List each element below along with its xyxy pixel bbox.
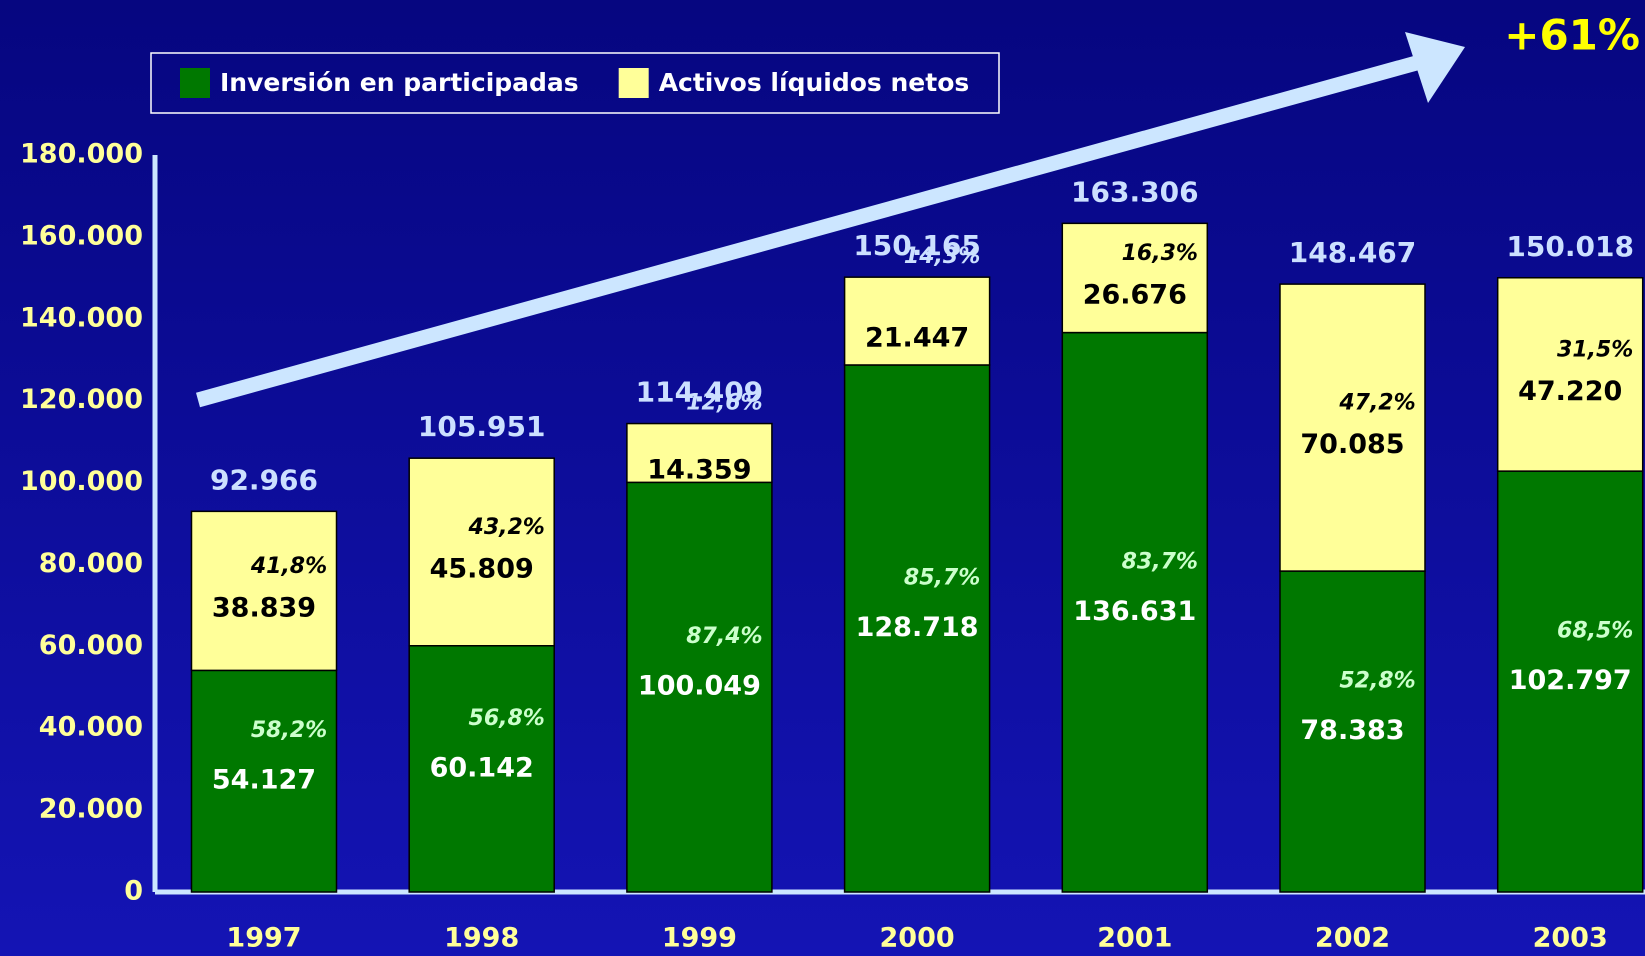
value-label: 47.220 <box>1518 376 1622 407</box>
value-label: 136.631 <box>1073 596 1196 627</box>
share-label: 16,3% <box>1122 241 1198 266</box>
share-label: 85,7% <box>904 565 980 590</box>
total-label: 105.951 <box>418 410 546 443</box>
bar-segment <box>843 276 991 366</box>
share-label: 56,8% <box>469 706 545 731</box>
share-label: 68,5% <box>1557 619 1633 644</box>
y-tick-label: 20.000 <box>39 794 143 825</box>
share-label: 47,2% <box>1338 391 1415 416</box>
total-label: 114.409 <box>636 376 764 409</box>
bar-segment <box>1279 570 1426 893</box>
share-label: 12,6% <box>686 391 762 416</box>
bar-segment <box>1061 222 1209 334</box>
bar-segment <box>843 364 991 893</box>
share-label: 43,2% <box>468 515 545 540</box>
y-tick-label: 120.000 <box>20 384 143 415</box>
bar-segment <box>190 669 338 893</box>
trend-arrow <box>196 32 1465 408</box>
share-label: 87,4% <box>686 624 762 649</box>
value-label: 102.797 <box>1509 665 1632 696</box>
y-tick-label: 60.000 <box>39 630 143 661</box>
value-label: 54.127 <box>212 765 316 796</box>
bar-segment <box>408 457 555 647</box>
bar-segment <box>1061 331 1209 893</box>
legend-label: Inversión en participadas <box>220 68 579 97</box>
value-label: 60.142 <box>430 752 534 783</box>
share-label: 14,3% <box>904 244 980 269</box>
total-label: 163.306 <box>1071 175 1199 208</box>
annotation: +61% <box>1504 11 1640 60</box>
x-tick-label: 1997 <box>226 923 301 954</box>
x-tick-label: 2003 <box>1533 923 1608 954</box>
total-label: 92.966 <box>210 463 318 496</box>
y-tick-label: 80.000 <box>39 548 143 579</box>
value-label: 100.049 <box>638 671 761 702</box>
x-tick-label: 2000 <box>880 923 955 954</box>
value-label: 26.676 <box>1083 279 1187 310</box>
y-tick-label: 180.000 <box>20 139 143 170</box>
value-label: 21.447 <box>865 323 969 354</box>
legend-box <box>150 52 1000 114</box>
y-tick-label: 40.000 <box>39 712 143 743</box>
total-label: 148.467 <box>1289 236 1417 269</box>
share-label: 58,2% <box>251 718 327 743</box>
y-tick-label: 140.000 <box>20 302 143 333</box>
x-tick-label: 1998 <box>444 923 519 954</box>
bar-segment <box>1496 470 1644 893</box>
value-label: 78.383 <box>1300 715 1404 746</box>
value-label: 14.359 <box>647 454 751 485</box>
total-label: 150.018 <box>1506 230 1634 263</box>
share-label: 83,7% <box>1122 549 1198 574</box>
x-tick-label: 2002 <box>1315 923 1390 954</box>
y-tick-label: 0 <box>124 876 143 907</box>
bar-segment <box>190 510 338 672</box>
y-tick-label: 100.000 <box>20 466 143 497</box>
share-label: 41,8% <box>250 554 327 579</box>
total-label: 150.165 <box>853 229 981 262</box>
bar-segment <box>408 645 555 893</box>
x-tick-label: 1999 <box>662 923 737 954</box>
x-tick-label: 2001 <box>1097 923 1172 954</box>
legend-swatch <box>618 68 649 98</box>
legend-swatch <box>180 68 210 98</box>
value-label: 45.809 <box>430 553 534 584</box>
bar-segment <box>626 422 773 484</box>
bar-segment <box>1279 283 1426 572</box>
bar-segment <box>1496 277 1644 472</box>
bar-segment <box>626 481 773 893</box>
share-label: 31,5% <box>1557 337 1633 362</box>
legend-label: Activos líquidos netos <box>659 68 970 97</box>
y-tick-label: 160.000 <box>20 220 143 251</box>
share-label: 52,8% <box>1339 669 1415 694</box>
value-label: 38.839 <box>212 592 316 623</box>
value-label: 70.085 <box>1300 429 1404 460</box>
value-label: 128.718 <box>856 612 979 643</box>
